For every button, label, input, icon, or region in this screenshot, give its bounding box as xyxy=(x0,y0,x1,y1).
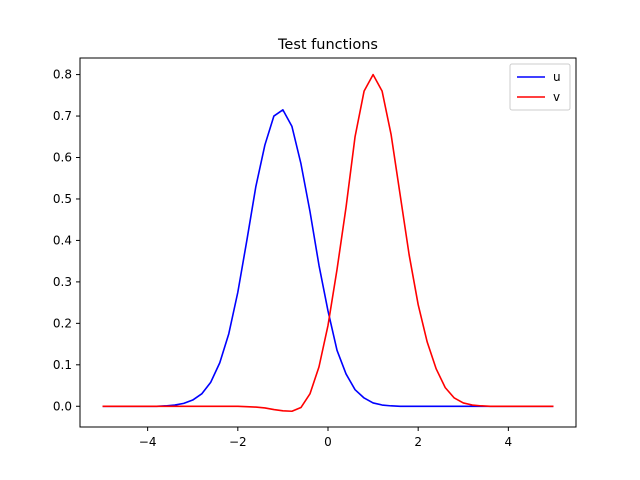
x-tick-label: −2 xyxy=(229,435,247,449)
y-tick-label: 0.6 xyxy=(53,151,72,165)
x-axis-ticks: −4 −2 0 2 4 xyxy=(139,427,512,449)
y-tick-label: 0.1 xyxy=(53,358,72,372)
x-tick-label: 2 xyxy=(414,435,422,449)
y-tick-label: 0.2 xyxy=(53,316,72,330)
x-tick-label: 0 xyxy=(324,435,332,449)
x-tick-label: −4 xyxy=(139,435,157,449)
y-tick-label: 0.7 xyxy=(53,109,72,123)
legend: uv xyxy=(509,63,571,111)
y-tick-label: 0.3 xyxy=(53,275,72,289)
chart-title: Test functions xyxy=(277,37,378,53)
y-tick-label: 0.5 xyxy=(53,192,72,206)
y-axis-ticks: 0.0 0.1 0.2 0.3 0.4 0.5 0.6 0.7 0.8 xyxy=(53,68,80,413)
x-tick-label: 4 xyxy=(505,435,513,449)
legend-label-u: u xyxy=(553,70,561,84)
legend-box xyxy=(509,63,571,111)
series-line-v xyxy=(102,73,554,413)
legend-label-v: v xyxy=(553,90,560,104)
y-tick-label: 0.0 xyxy=(53,399,72,413)
plot-area xyxy=(102,73,554,413)
y-tick-label: 0.4 xyxy=(53,233,72,247)
y-tick-label: 0.8 xyxy=(53,68,72,82)
